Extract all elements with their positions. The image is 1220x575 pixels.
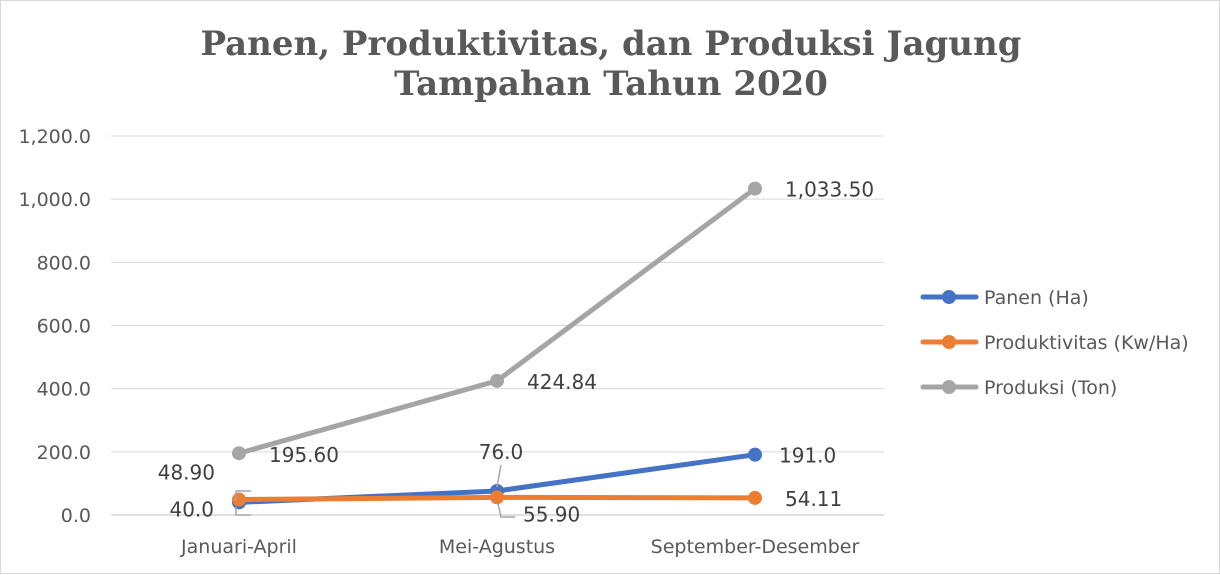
chart-title-line-2: Tampahan Tahun 2020 xyxy=(394,64,828,104)
data-label: 48.90 xyxy=(158,461,215,485)
legend: Panen (Ha) Produktivitas (Kw/Ha) Produksi … xyxy=(920,287,1189,399)
data-label: 191.0 xyxy=(779,444,836,468)
data-point xyxy=(490,490,504,505)
data-label: 424.84 xyxy=(527,370,597,394)
label-leader-line xyxy=(235,490,251,501)
x-tick-label: Mei-Agustus xyxy=(439,536,555,558)
y-tick-label: 1,000.0 xyxy=(18,189,91,211)
data-label: 40.0 xyxy=(169,497,214,521)
y-tick-label: 200.0 xyxy=(37,442,91,464)
chart-title-line-1: Panen, Produktivitas, dan Produksi Jagun… xyxy=(200,24,1021,64)
data-point xyxy=(232,492,246,507)
y-tick-label: 800.0 xyxy=(37,252,91,274)
legend-marker xyxy=(942,290,956,304)
y-tick-label: 1,200.0 xyxy=(18,126,91,148)
data-point xyxy=(748,447,762,462)
y-tick-label: 0.0 xyxy=(61,505,91,527)
legend-label: Produktivitas (Kw/Ha) xyxy=(984,332,1189,354)
y-tick-label: 400.0 xyxy=(37,379,91,401)
legend-marker xyxy=(942,380,956,394)
data-point xyxy=(748,490,762,505)
data-point xyxy=(232,446,246,461)
label-leader-line xyxy=(496,464,502,488)
legend-label: Panen (Ha) xyxy=(984,287,1089,309)
data-point xyxy=(748,181,762,196)
data-point xyxy=(490,373,504,388)
x-tick-label: September-Desember xyxy=(651,536,860,558)
series-line xyxy=(236,186,758,456)
label-leader-line xyxy=(235,507,251,516)
x-tick-label: Januari-April xyxy=(180,536,297,558)
series-lines xyxy=(232,181,762,510)
data-label: 1,033.50 xyxy=(785,178,874,202)
data-label: 54.11 xyxy=(785,487,842,511)
label-leader-line xyxy=(497,502,515,518)
data-label: 76.0 xyxy=(479,440,524,464)
axes: 0.0 200.0 400.0 600.0 800.0 1,000.0 1,200.0 Jan… xyxy=(18,126,859,558)
legend-label: Produksi (Ton) xyxy=(984,377,1117,399)
data-label: 195.60 xyxy=(269,443,339,467)
legend-marker xyxy=(942,335,956,349)
data-labels: 40.0 76.0 191.0 48.90 55.90 54.11 195.60 424.84… xyxy=(158,178,874,527)
data-label: 55.90 xyxy=(523,502,580,526)
y-tick-label: 600.0 xyxy=(37,316,91,338)
